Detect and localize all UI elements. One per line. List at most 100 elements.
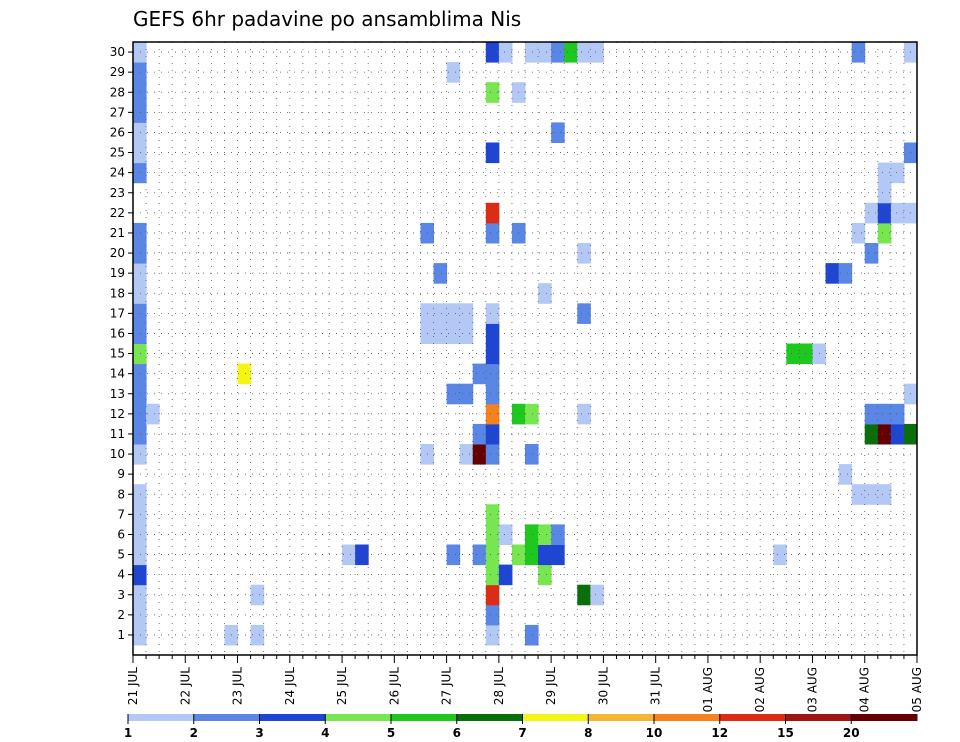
ensemble-cell <box>472 444 487 465</box>
ensemble-cell <box>133 624 147 646</box>
ensemble-cell <box>133 444 147 465</box>
ensemble-cell <box>472 544 487 566</box>
ensemble-cell <box>864 243 879 264</box>
ensemble-cell <box>864 403 879 425</box>
legend-label: 2 <box>190 726 198 740</box>
ensemble-cell <box>446 383 461 405</box>
ensemble-cell <box>485 202 500 224</box>
ensemble-cell <box>472 363 487 385</box>
ensemble-cell <box>433 263 448 284</box>
x-tick-label: 28 JUL <box>492 667 506 705</box>
legend-label: 5 <box>387 726 395 740</box>
y-tick-label: 6 <box>117 527 125 541</box>
ensemble-cell <box>133 283 147 304</box>
legend-label: 4 <box>321 726 329 740</box>
y-tick-label: 22 <box>110 206 125 220</box>
ensemble-cell <box>133 484 147 505</box>
ensemble-cell <box>485 444 500 465</box>
color-legend: 1 2 3 4 5 6 7 8 10 12 15 20 <box>124 714 918 740</box>
ensemble-cell <box>525 624 539 646</box>
legend-label: 3 <box>255 726 263 740</box>
ensemble-cell <box>498 564 513 586</box>
x-tick-label: 24 JUL <box>283 667 297 705</box>
ensemble-cell <box>786 343 800 365</box>
legend-swatch <box>522 714 589 721</box>
ensemble-cell <box>525 544 539 566</box>
x-tick-label: 27 JUL <box>440 667 454 705</box>
ensemble-cell <box>577 243 591 264</box>
ensemble-cell <box>133 162 147 184</box>
ensemble-cell <box>877 202 892 224</box>
ensemble-cell <box>133 363 147 385</box>
y-tick-label: 4 <box>117 568 125 582</box>
ensemble-cell <box>446 303 461 324</box>
y-tick-label: 15 <box>110 347 125 361</box>
ensemble-cell <box>133 403 147 425</box>
ensemble-cell <box>133 343 147 365</box>
ensemble-cell <box>877 222 892 244</box>
y-tick-label: 27 <box>110 105 125 119</box>
legend-label: 15 <box>777 726 794 740</box>
y-tick-label: 2 <box>117 608 125 622</box>
ensemble-cell <box>446 323 461 344</box>
ensemble-cell <box>485 624 500 646</box>
ensemble-cell <box>133 142 147 164</box>
y-tick-label: 18 <box>110 286 125 300</box>
ensemble-cell <box>133 564 147 586</box>
ensemble-cell <box>133 303 147 324</box>
ensemble-cell <box>355 544 369 566</box>
ensemble-cell <box>133 102 147 123</box>
ensemble-cell <box>851 484 866 505</box>
x-tick-label: 31 JUL <box>649 667 663 705</box>
legend-swatch <box>588 714 655 721</box>
legend-label: 10 <box>646 726 663 740</box>
legend-swatch <box>719 714 786 721</box>
ensemble-cell <box>133 62 147 83</box>
x-axis: 21 JUL 22 JUL 23 JUL 24 JUL 25 JUL 26 JUL 27 J… <box>126 655 924 712</box>
ensemble-cell <box>890 403 905 425</box>
legend-swatch <box>325 714 392 721</box>
y-tick-label: 16 <box>110 326 125 340</box>
ensemble-cell <box>485 323 500 344</box>
ensemble-cell <box>133 604 147 626</box>
ensemble-cell <box>485 303 500 324</box>
legend-swatch <box>785 714 852 721</box>
ensemble-cell <box>890 162 905 184</box>
ensemble-cell <box>538 283 552 304</box>
y-tick-label: 11 <box>110 427 125 441</box>
ensemble-cell <box>890 423 905 445</box>
ensemble-cell <box>433 323 448 344</box>
ensemble-cell <box>250 584 265 606</box>
grid-lines <box>133 42 917 655</box>
ensemble-cell <box>590 584 604 606</box>
legend-swatch <box>128 714 195 721</box>
ensemble-cell <box>459 303 474 324</box>
ensemble-cell <box>133 383 147 405</box>
ensemble-cell <box>485 42 500 63</box>
ensemble-cell <box>485 564 500 586</box>
chart-title: GEFS 6hr padavine po ansamblima Nis <box>133 7 521 31</box>
y-tick-label: 17 <box>110 306 125 320</box>
y-tick-label: 1 <box>117 628 125 642</box>
y-axis: 1234567891011121314151617181920212223242… <box>110 45 133 642</box>
ensemble-cell <box>485 604 500 626</box>
x-tick-label: 30 JUL <box>596 667 610 705</box>
ensemble-cell <box>133 423 147 445</box>
y-tick-label: 10 <box>110 447 125 461</box>
ensemble-cell <box>799 343 813 365</box>
ensemble-cell <box>877 484 892 505</box>
ensemble-cell <box>133 323 147 344</box>
ensemble-cell <box>342 544 356 566</box>
y-tick-label: 26 <box>110 125 125 139</box>
ensemble-cell <box>485 423 500 445</box>
ensemble-cell <box>250 624 265 646</box>
ensemble-cell <box>133 243 147 264</box>
ensemble-cell <box>485 403 500 425</box>
y-tick-label: 5 <box>117 548 125 562</box>
ensemble-cell <box>551 122 565 143</box>
ensemble-cell <box>472 423 487 445</box>
ensemble-cell <box>446 544 461 566</box>
ensemble-cell <box>459 383 474 405</box>
ensemble-cell <box>485 504 500 525</box>
